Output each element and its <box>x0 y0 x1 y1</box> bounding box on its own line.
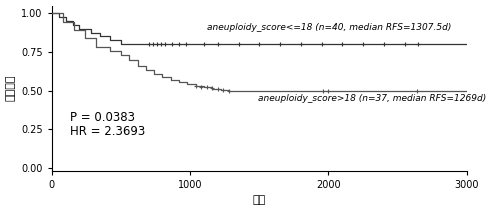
Y-axis label: 生存概率: 生存概率 <box>6 75 16 101</box>
Text: HR = 2.3693: HR = 2.3693 <box>70 124 145 138</box>
X-axis label: 时间: 时间 <box>253 195 266 206</box>
Text: aneuploidy_score>18 (n=37, median RFS=1269d): aneuploidy_score>18 (n=37, median RFS=12… <box>258 93 486 103</box>
Text: aneuploidy_score<=18 (n=40, median RFS=1307.5d): aneuploidy_score<=18 (n=40, median RFS=1… <box>207 23 451 31</box>
Text: P = 0.0383: P = 0.0383 <box>70 111 135 124</box>
